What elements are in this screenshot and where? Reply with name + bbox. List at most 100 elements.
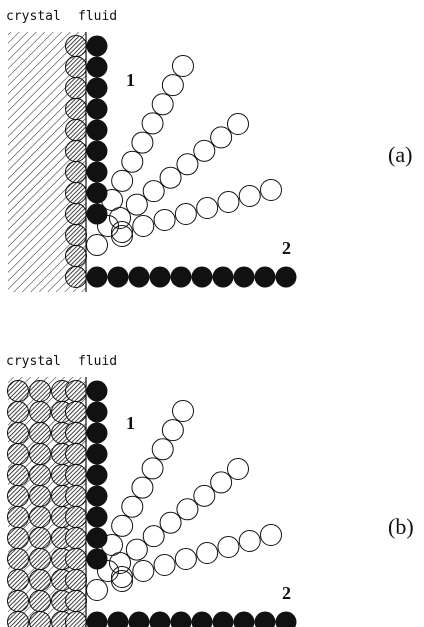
fluid-chain	[261, 180, 282, 201]
crystal-particle	[30, 381, 51, 402]
crystal-particle	[66, 246, 87, 267]
wall-chain	[87, 120, 108, 141]
fluid-chain	[197, 543, 218, 564]
crystal-particle	[30, 486, 51, 507]
bottom-chain	[87, 612, 108, 627]
wall-chain	[87, 162, 108, 183]
wall-chain	[87, 381, 108, 402]
fluid-chain	[133, 216, 154, 237]
crystal-particle	[66, 444, 87, 465]
fluid-chain	[218, 537, 239, 558]
crystal-particle	[66, 402, 87, 423]
fluid-chain	[177, 499, 198, 520]
crystal-particle	[8, 528, 29, 549]
crystal-particle	[66, 570, 87, 591]
crystal-particle	[8, 507, 29, 528]
chain-1-label: 1	[126, 413, 135, 433]
fluid-label: fluid	[78, 354, 117, 369]
fluid-chain	[154, 210, 175, 231]
crystal-label: crystal	[6, 354, 61, 369]
crystal-particle	[66, 99, 87, 120]
bottom-chain	[276, 612, 297, 627]
crystal-particle	[8, 591, 29, 612]
bottom-chain	[255, 267, 276, 288]
fluid-chain	[261, 525, 282, 546]
bottom-chain	[108, 267, 129, 288]
crystal-particle	[66, 225, 87, 246]
bottom-chain	[150, 612, 171, 627]
wall-chain	[87, 99, 108, 120]
fluid-chain	[133, 561, 154, 582]
crystal-particle	[66, 423, 87, 444]
crystal-particle	[66, 381, 87, 402]
fluid-chain	[177, 154, 198, 175]
bottom-chain	[192, 612, 213, 627]
crystal-particle	[8, 570, 29, 591]
open-particle	[87, 580, 108, 601]
crystal-particle	[66, 612, 87, 627]
panel-label: (b)	[388, 514, 414, 539]
fluid-chain	[112, 515, 133, 536]
fluid-chain	[152, 439, 173, 460]
crystal-particle	[8, 486, 29, 507]
wall-chain	[87, 78, 108, 99]
crystal-particle	[30, 591, 51, 612]
bottom-chain	[171, 612, 192, 627]
crystal-particle	[66, 507, 87, 528]
crystal-particle	[8, 423, 29, 444]
fluid-chain	[197, 198, 218, 219]
bottom-chain	[150, 267, 171, 288]
bottom-chain	[234, 612, 255, 627]
fluid-chain	[194, 485, 215, 506]
crystal-particle	[8, 549, 29, 570]
fluid-chain	[194, 140, 215, 161]
open-particle	[87, 235, 108, 256]
fluid-chain	[112, 567, 133, 588]
wall-chain	[87, 486, 108, 507]
crystal-particle	[66, 141, 87, 162]
crystal-particle	[8, 402, 29, 423]
crystal-particle	[30, 423, 51, 444]
crystal-particle	[66, 591, 87, 612]
fluid-chain	[122, 496, 143, 517]
fluid-chain	[175, 204, 196, 225]
fluid-chain	[173, 401, 194, 422]
fluid-chain	[126, 539, 147, 560]
wall-chain	[87, 141, 108, 162]
crystal-particle	[66, 267, 87, 288]
fluid-chain	[173, 56, 194, 77]
fluid-chain	[112, 170, 133, 191]
crystal-particle	[66, 528, 87, 549]
chain-1-label: 1	[126, 70, 135, 90]
fluid-chain	[154, 555, 175, 576]
crystal-label: crystal	[6, 9, 61, 24]
fluid-chain	[132, 477, 153, 498]
wall-chain	[87, 465, 108, 486]
crystal-particle	[66, 465, 87, 486]
fluid-label: fluid	[78, 9, 117, 24]
crystal-particle	[66, 183, 87, 204]
bottom-chain	[255, 612, 276, 627]
crystal-particle	[30, 612, 51, 627]
fluid-chain	[152, 94, 173, 115]
fluid-chain	[143, 526, 164, 547]
fluid-chain	[132, 132, 153, 153]
crystal-particle	[8, 612, 29, 627]
bottom-chain	[213, 612, 234, 627]
fluid-chain	[175, 549, 196, 570]
fluid-chain	[211, 127, 232, 148]
figure: crystalfluid12(a)crystalfluid12(b)	[0, 0, 424, 627]
wall-chain	[87, 444, 108, 465]
crystal-particle	[66, 36, 87, 57]
crystal-particle	[66, 120, 87, 141]
fluid-chain	[162, 420, 183, 441]
crystal-particle	[30, 528, 51, 549]
fluid-chain	[218, 192, 239, 213]
bottom-chain	[171, 267, 192, 288]
bottom-chain	[213, 267, 234, 288]
bottom-chain	[129, 267, 150, 288]
crystal-particle	[30, 507, 51, 528]
crystal-particle	[30, 570, 51, 591]
bottom-chain	[192, 267, 213, 288]
crystal-particle	[8, 444, 29, 465]
